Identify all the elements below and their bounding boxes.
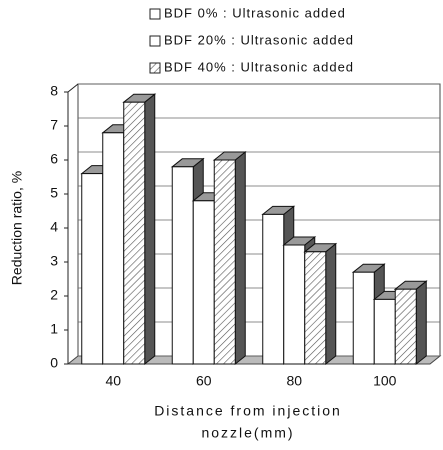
- y-tick-label: 2: [50, 287, 58, 303]
- y-tick-label: 3: [50, 253, 58, 269]
- legend-label: BDF 40% : Ultrasonic added: [164, 59, 354, 74]
- legend-swatch: [149, 62, 161, 74]
- bar: [102, 132, 125, 365]
- x-tick-label: 40: [105, 373, 121, 389]
- y-tick-label: 5: [50, 185, 58, 201]
- x-tick-label: 100: [373, 373, 397, 389]
- bar: [262, 213, 285, 365]
- bar-side: [144, 93, 156, 366]
- bar: [373, 298, 396, 365]
- x-axis-label: Distance from injection: [154, 403, 342, 419]
- y-tick-label: 8: [50, 83, 58, 99]
- x-axis-label: nozzle(mm): [201, 425, 294, 441]
- y-tick-label: 1: [50, 321, 58, 337]
- legend-label: BDF 20% : Ultrasonic added: [164, 32, 354, 47]
- bar: [192, 200, 215, 365]
- y-tick-label: 0: [50, 355, 58, 371]
- y-tick-label: 4: [50, 219, 58, 235]
- x-tick-label: 80: [286, 373, 302, 389]
- y-axis-label: Reduction ratio, %: [9, 171, 25, 285]
- bar: [352, 271, 375, 365]
- bar-side: [415, 280, 427, 366]
- bar: [283, 244, 306, 365]
- depth-edge: [67, 83, 79, 93]
- bar: [123, 101, 146, 365]
- bar: [213, 159, 236, 365]
- bar: [304, 251, 327, 365]
- legend-swatch: [149, 35, 161, 47]
- bar-side: [325, 242, 337, 366]
- bar: [171, 166, 194, 365]
- legend-label: BDF 0% : Ultrasonic added: [164, 5, 346, 20]
- y-tick-label: 7: [50, 117, 58, 133]
- bar-side: [234, 150, 246, 366]
- x-tick-label: 60: [196, 373, 212, 389]
- bar: [81, 173, 104, 365]
- legend-swatch: [149, 8, 161, 20]
- y-tick-label: 6: [50, 151, 58, 167]
- bar: [394, 288, 417, 365]
